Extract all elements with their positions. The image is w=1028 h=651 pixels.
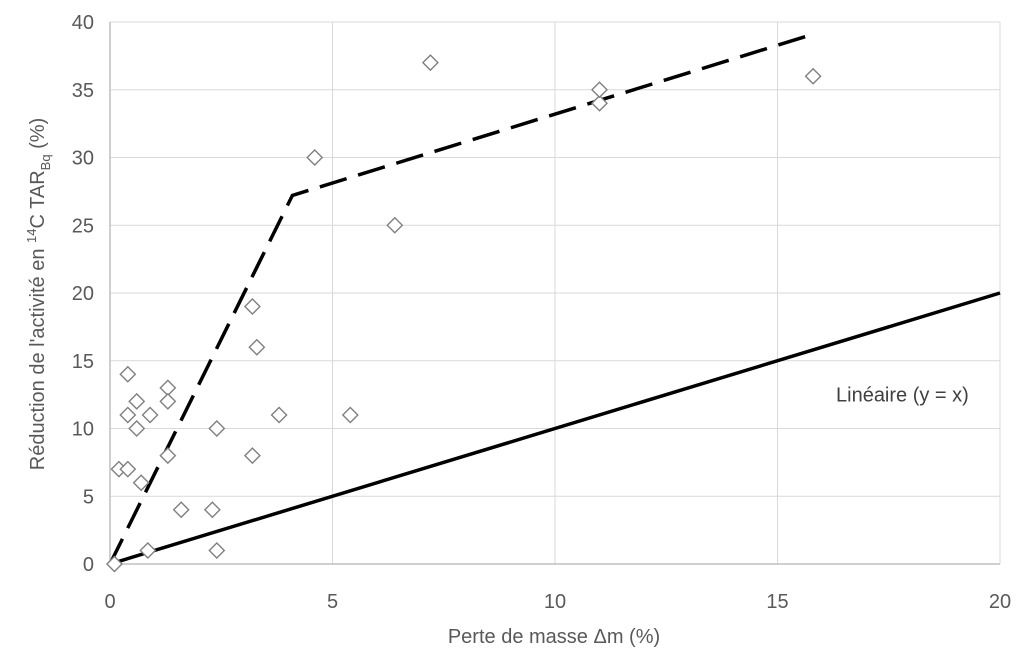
y-tick-label: 25 bbox=[72, 215, 94, 237]
x-tick-label: 0 bbox=[104, 591, 115, 613]
y-axis-label-suffix: (%) bbox=[27, 118, 49, 155]
data-point bbox=[243, 298, 261, 316]
data-point bbox=[119, 365, 137, 383]
y-tick-label: 20 bbox=[72, 283, 94, 305]
data-point bbox=[421, 54, 439, 72]
axes bbox=[109, 22, 1000, 565]
annotations: Linéaire (y = x) bbox=[836, 385, 969, 407]
y-tick-label: 40 bbox=[72, 12, 94, 34]
data-point bbox=[128, 392, 146, 410]
x-tick-label: 5 bbox=[327, 591, 338, 613]
data-point bbox=[591, 81, 608, 99]
data-point bbox=[270, 406, 288, 424]
y-tick-label: 30 bbox=[72, 148, 94, 170]
data-point bbox=[119, 460, 137, 478]
data-point bbox=[132, 474, 150, 492]
gridlines bbox=[110, 21, 1001, 564]
dashed-fit-line bbox=[108, 33, 810, 565]
linear-reference-line bbox=[109, 291, 1001, 566]
y-axis-label-mid: C TAR bbox=[27, 170, 49, 228]
data-point bbox=[341, 406, 359, 424]
y-axis-label-prefix: Réduction de l'activité en bbox=[27, 243, 49, 470]
y-tick-label: 10 bbox=[72, 419, 94, 441]
data-point bbox=[208, 420, 226, 437]
data-point bbox=[159, 447, 177, 465]
data-point bbox=[141, 406, 159, 424]
y-tick-label: 0 bbox=[83, 554, 94, 576]
data-points bbox=[105, 54, 822, 573]
data-point bbox=[804, 67, 822, 85]
data-point bbox=[105, 555, 123, 573]
annotation-label: Linéaire (y = x) bbox=[836, 385, 969, 407]
y-axis-label-sup: 14 bbox=[24, 228, 39, 242]
data-point bbox=[159, 392, 177, 410]
x-tick-label: 20 bbox=[989, 591, 1011, 613]
data-point bbox=[139, 541, 157, 559]
y-tick-label: 5 bbox=[83, 486, 94, 508]
data-point bbox=[306, 149, 324, 166]
data-point bbox=[128, 420, 146, 437]
data-point bbox=[386, 216, 404, 234]
data-point bbox=[208, 541, 226, 559]
data-point bbox=[243, 447, 261, 465]
data-point bbox=[203, 501, 221, 519]
x-axis-label: Perte de masse Δm (%) bbox=[448, 626, 660, 648]
tick-labels: 0 5 10 15 20 25 30 35 40 0 5 10 15 20 bbox=[72, 12, 1011, 613]
y-tick-label: 15 bbox=[72, 351, 94, 373]
x-tick-label: 15 bbox=[766, 591, 788, 613]
data-point bbox=[591, 94, 608, 112]
y-axis-label: Réduction de l'activité en 14C TARBq (%) bbox=[24, 118, 53, 471]
y-axis-label-sub: Bq bbox=[38, 154, 53, 170]
y-tick-label: 35 bbox=[72, 80, 94, 102]
data-point bbox=[248, 338, 266, 356]
x-tick-label: 10 bbox=[544, 591, 566, 613]
data-point bbox=[119, 406, 137, 424]
data-point bbox=[172, 501, 190, 519]
trend-lines bbox=[108, 33, 1001, 566]
